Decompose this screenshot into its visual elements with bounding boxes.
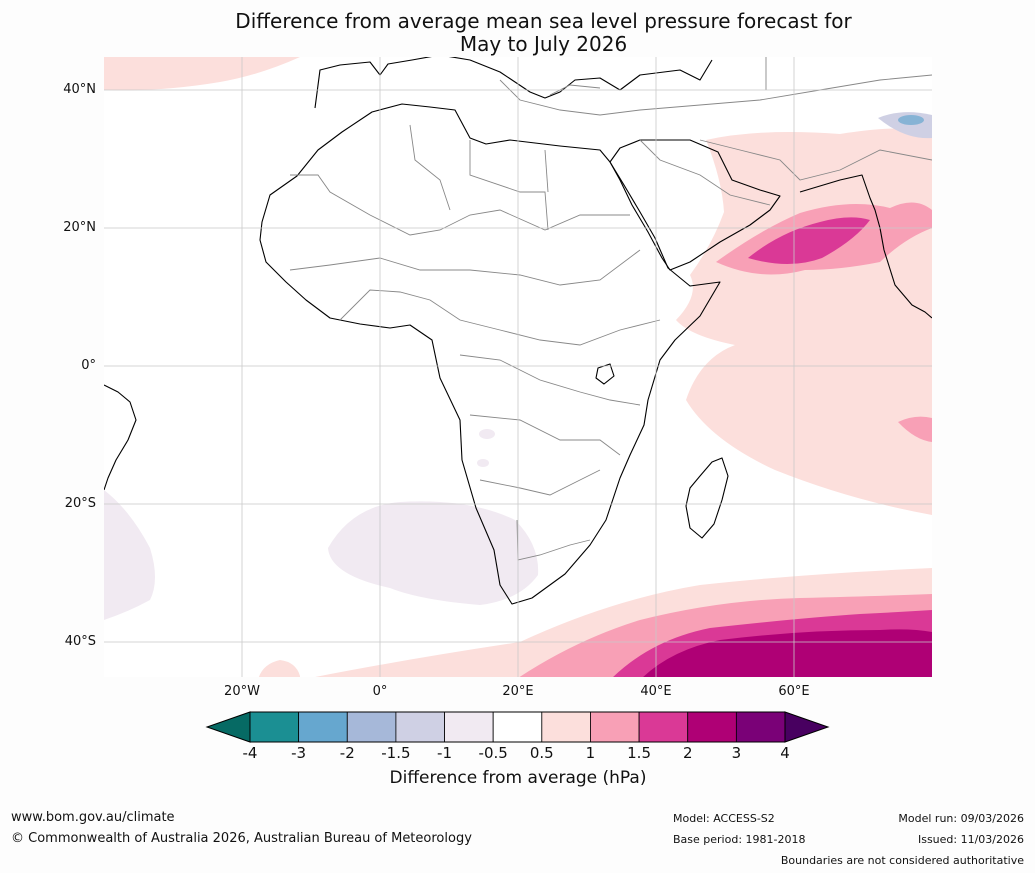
colorbar-over-arrow <box>784 711 830 743</box>
colorbar-tick-label: 1.5 <box>627 744 651 762</box>
anomaly-2-to-3 <box>643 629 932 677</box>
map-panel <box>104 57 932 677</box>
colorbar-tick-label: 0.5 <box>529 744 554 762</box>
footer-website: www.bom.gov.au/climate <box>11 810 175 825</box>
colorbar-under-arrow <box>205 711 251 743</box>
colorbar-tick-label: -1.5 <box>381 744 411 762</box>
colorbar-segment <box>687 711 737 743</box>
colorbar-tick-label: 1 <box>585 744 596 762</box>
europe-coastline <box>314 57 713 109</box>
colorbar-segment <box>735 711 786 743</box>
lon-label-20w: 20°W <box>224 684 260 699</box>
colorbar-segment <box>298 711 348 743</box>
footer-model: Model: ACCESS-S2 <box>673 812 775 825</box>
colorbar-tick-label: 3 <box>731 744 742 762</box>
colorbar-tick-label: -1 <box>437 744 453 762</box>
colorbar-tick-label: 2 <box>682 744 693 762</box>
footer-issued: Issued: 11/03/2026 <box>917 833 1024 846</box>
colorbar-segment <box>638 711 689 743</box>
colorbar-frame <box>249 711 786 743</box>
africa-coastline <box>259 103 721 605</box>
lat-label-equator: 0° <box>81 358 96 373</box>
coastlines <box>104 57 932 605</box>
lat-label-40n: 40°N <box>63 82 96 97</box>
colorbar-title: Difference from average (hPa) <box>389 768 647 788</box>
colorbar-tick-label: -4 <box>242 744 258 762</box>
title-line-2: May to July 2026 <box>459 32 628 56</box>
colorbar-segment <box>492 711 543 743</box>
colorbar-tick-label: 4 <box>780 744 790 762</box>
title-line-1: Difference from average mean sea level p… <box>235 9 852 33</box>
colorbar-tick-label: -2 <box>339 744 355 762</box>
south-america-coastline <box>104 384 137 491</box>
lon-label-0: 0° <box>372 684 388 699</box>
lake-victoria <box>595 363 615 385</box>
madagascar-coastline <box>685 457 729 539</box>
colorbar-segment <box>249 711 300 743</box>
lon-label-20e: 20°E <box>502 684 534 699</box>
colorbar-segments <box>249 711 786 743</box>
footer-base-period: Base period: 1981-2018 <box>673 833 806 846</box>
anomaly-minus1-to-minus0.5 <box>104 112 932 620</box>
lat-label-40s: 40°S <box>64 634 96 649</box>
colorbar-tick-label: -0.5 <box>478 744 508 762</box>
colorbar-segment <box>541 711 591 743</box>
footer-model-run: Model run: 09/03/2026 <box>898 812 1024 825</box>
lon-label-60e: 60°E <box>778 684 810 699</box>
arabian-coastline <box>609 139 781 271</box>
colorbar-segment <box>444 711 494 743</box>
footer-copyright: © Commonwealth of Australia 2026, Austra… <box>11 831 472 846</box>
colorbar-segment <box>346 711 397 743</box>
colorbar <box>205 711 830 743</box>
colorbar-segment <box>395 711 445 743</box>
lat-label-20n: 20°N <box>63 220 96 235</box>
lon-label-40e: 40°E <box>640 684 672 699</box>
graticule <box>104 57 932 677</box>
colorbar-tick-label: -3 <box>291 744 307 762</box>
colorbar-segment <box>590 711 640 743</box>
footer-disclaimer: Boundaries are not considered authoritat… <box>780 854 1024 867</box>
country-borders <box>289 57 932 561</box>
chart-title: Difference from average mean sea level p… <box>0 10 1035 56</box>
lat-label-20s: 20°S <box>64 496 96 511</box>
